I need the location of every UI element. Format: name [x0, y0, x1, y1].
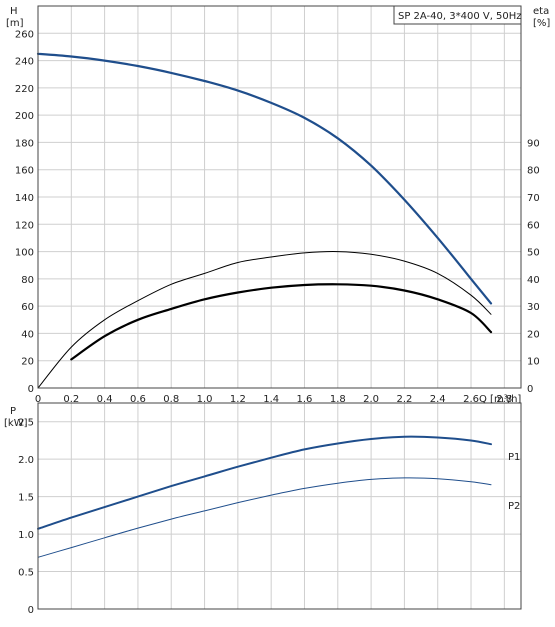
lower-plot-frame [37, 402, 522, 610]
y-tick-label-eta: 50 [527, 248, 540, 259]
title-box [393, 5, 522, 25]
y-axis-label-h: H [10, 6, 18, 17]
x-tick-label: 1.6 [297, 394, 313, 405]
y-tick-label-h: 180 [15, 138, 34, 149]
x-tick-label: 1.2 [230, 394, 246, 405]
x-tick-label: 2.0 [363, 394, 379, 405]
y-tick-label-h: 100 [15, 248, 34, 259]
legend-p1: P1 [508, 452, 520, 463]
x-tick-label: 0 [35, 394, 41, 405]
x-tick-label: 0.2 [63, 394, 79, 405]
y-tick-label-h: 220 [15, 84, 34, 95]
chart-title: SP 2A-40, 3*400 V, 50Hz [398, 11, 522, 22]
y-tick-label-eta: 0 [527, 384, 533, 395]
y-axis-label-p: P [10, 406, 16, 417]
x-tick-label: 0.8 [163, 394, 179, 405]
x-tick-label: 1.0 [197, 394, 213, 405]
y-tick-label-h: 60 [21, 302, 34, 313]
y-tick-label-h: 0 [28, 384, 34, 395]
efficiency-curve [37, 251, 492, 389]
y-tick-label-h: 20 [21, 357, 34, 368]
upper-plot-frame [37, 5, 522, 389]
x-tick-label: 1.8 [330, 394, 346, 405]
y-tick-label-eta: 30 [527, 302, 540, 313]
y-tick-label-eta: 60 [527, 220, 540, 231]
y-tick-label-p: 0 [28, 605, 34, 616]
y-tick-label-h: 200 [15, 111, 34, 122]
y-axis-unit-h: [m] [6, 18, 24, 29]
y-tick-label-h: 80 [21, 275, 34, 286]
y-tick-label-p: 1.0 [18, 530, 34, 541]
legend-p2: P2 [508, 501, 520, 512]
y-tick-label-h: 140 [15, 193, 34, 204]
x-tick-label: 2.6 [463, 394, 479, 405]
x-tick-label: 0.6 [130, 394, 146, 405]
y-tick-label-p: 2.5 [18, 418, 34, 429]
x-tick-label: 1.4 [263, 394, 279, 405]
x-tick-label: 0.4 [97, 394, 113, 405]
y-tick-label-eta: 40 [527, 275, 540, 286]
y-tick-label-h: 240 [15, 57, 34, 68]
x-axis-label: Q [m³/h] [479, 394, 521, 405]
y-axis-unit-p: [kW] [4, 418, 28, 429]
y-tick-label-p: 1.5 [18, 493, 34, 504]
y-tick-label-p: 2.0 [18, 455, 34, 466]
y-axis-unit-eta: [%] [533, 18, 550, 29]
y-tick-label-eta: 20 [527, 329, 540, 340]
y-tick-label-h: 260 [15, 29, 34, 40]
power-curve-p2 [37, 477, 492, 558]
head-curve [36, 52, 493, 305]
y-tick-label-eta: 90 [527, 138, 540, 149]
y-tick-label-p: 0.5 [18, 568, 34, 579]
total-efficiency-curve [70, 283, 493, 361]
power-curve-p1 [37, 435, 492, 530]
y-tick-label-eta: 80 [527, 166, 540, 177]
x-tick-label: 2.4 [430, 394, 446, 405]
y-tick-label-eta: 10 [527, 357, 540, 368]
y-tick-label-h: 120 [15, 220, 34, 231]
y-tick-label-h: 160 [15, 166, 34, 177]
x-tick-label: 2.8 [496, 394, 512, 405]
y-tick-label-h: 40 [21, 329, 34, 340]
y-tick-label-eta: 70 [527, 193, 540, 204]
x-tick-label: 2.2 [396, 394, 412, 405]
y-axis-label-eta: eta [533, 6, 549, 17]
